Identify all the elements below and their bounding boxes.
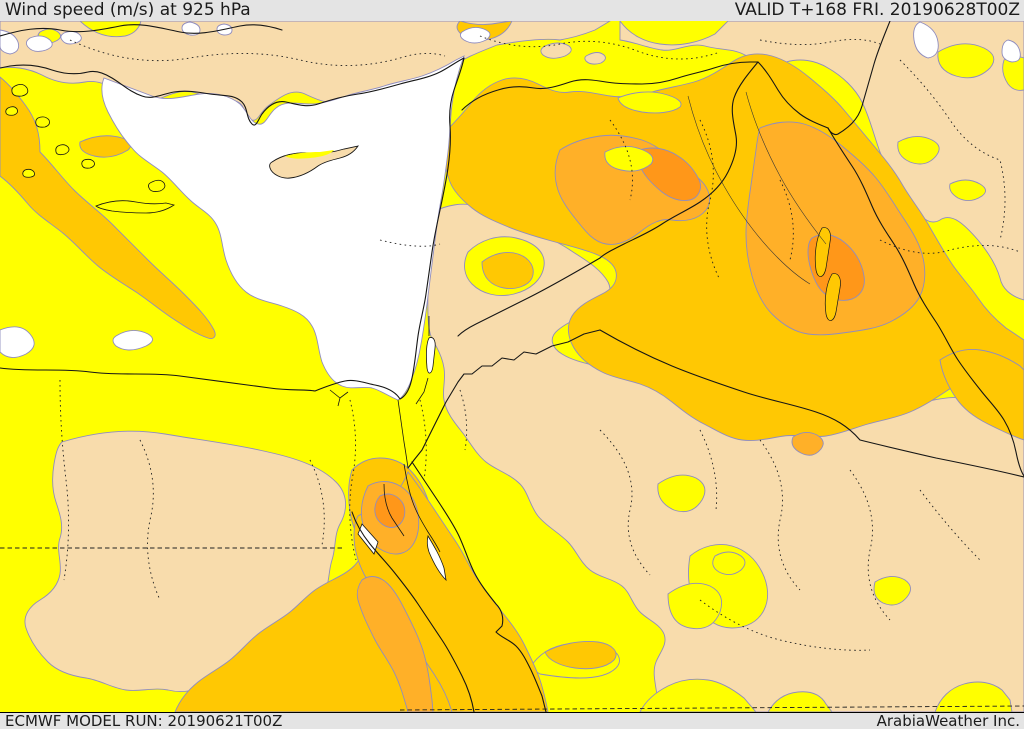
title-bar: Wind speed (m/s) at 925 hPa VALID T+168 … [0, 0, 1024, 21]
model-run-label: ECMWF MODEL RUN: 20190621T00Z [5, 712, 283, 729]
map-canvas [0, 21, 1024, 712]
footer-bar: ECMWF MODEL RUN: 20190621T00Z ArabiaWeat… [0, 712, 1024, 729]
valid-time-label: VALID T+168 FRI. 20190628T00Z [734, 0, 1020, 20]
wind-level-orange-layer [356, 121, 926, 712]
admin-boundaries [0, 35, 1024, 711]
coastlines [0, 24, 547, 712]
rivers [687, 91, 827, 285]
provider-credit: ArabiaWeather Inc. [876, 712, 1020, 729]
country-borders [397, 21, 1024, 478]
yellow-inliers [604, 91, 682, 172]
aegean-islands [5, 84, 175, 214]
iraq-lakes [814, 227, 841, 321]
map-title: Wind speed (m/s) at 925 hPa [5, 0, 251, 20]
cyprus-island [269, 145, 359, 179]
calm-white-layer [0, 21, 1021, 582]
